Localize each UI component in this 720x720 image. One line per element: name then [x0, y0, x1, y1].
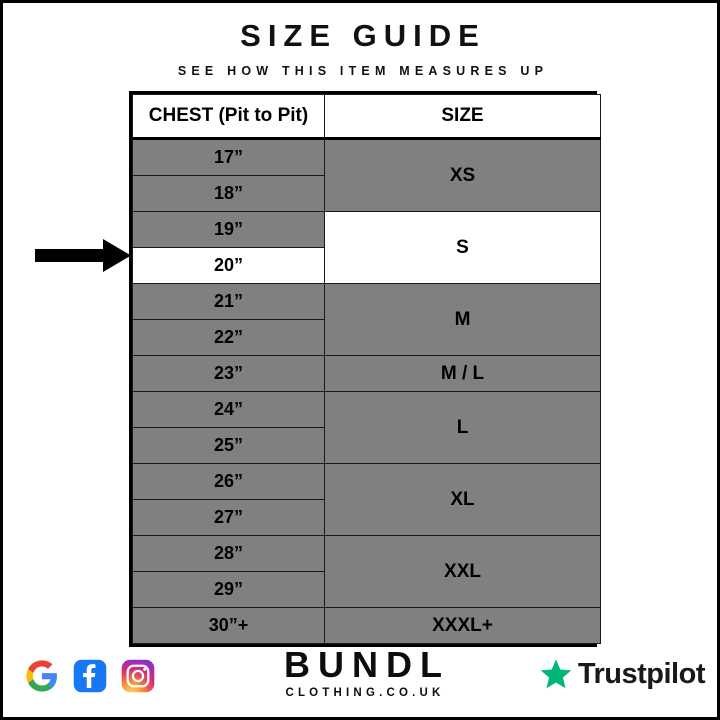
- table-header-row: CHEST (Pit to Pit) SIZE: [132, 94, 601, 140]
- table-row: 30”+ XXXL+: [132, 607, 601, 644]
- google-icon[interactable]: [25, 659, 59, 693]
- chest-cell: 30”+: [132, 607, 325, 644]
- size-cell: M / L: [324, 355, 601, 392]
- facebook-icon[interactable]: [73, 659, 107, 693]
- size-table-wrapper: CHEST (Pit to Pit) SIZE 17” XS 18” 19” S 20” 2…: [129, 91, 601, 647]
- chest-cell: 29”: [132, 571, 325, 608]
- trustpilot-star-icon: [540, 659, 572, 689]
- table-row: 26” XL: [132, 463, 601, 536]
- chest-cell: 20”: [132, 247, 325, 284]
- chest-cell: 26”: [132, 463, 325, 500]
- table-row: 29”: [132, 571, 601, 608]
- table-row: 24” L: [132, 391, 601, 464]
- size-cell: M: [324, 283, 601, 356]
- size-cell: XXXL+: [324, 607, 601, 644]
- chest-cell: 28”: [132, 535, 325, 572]
- column-header-chest: CHEST (Pit to Pit): [132, 94, 325, 140]
- table-row: 25”: [132, 427, 601, 464]
- size-table: CHEST (Pit to Pit) SIZE 17” XS 18” 19” S 20” 2…: [132, 94, 601, 644]
- table-row: 28” XXL: [132, 535, 601, 608]
- table-row: 27”: [132, 499, 601, 536]
- column-header-size: SIZE: [324, 94, 601, 140]
- header: SIZE GUIDE SEE HOW THIS ITEM MEASURES UP: [3, 17, 717, 79]
- chest-cell: 24”: [132, 391, 325, 428]
- page-subtitle: SEE HOW THIS ITEM MEASURES UP: [177, 64, 549, 78]
- instagram-icon[interactable]: [121, 659, 155, 693]
- trustpilot-badge[interactable]: Trustpilot: [539, 657, 706, 691]
- size-cell: S: [324, 211, 601, 284]
- size-cell: XXL: [324, 535, 601, 608]
- row-indicator-arrow: [35, 239, 131, 272]
- chest-cell: 19”: [132, 211, 325, 248]
- size-cell: XS: [324, 138, 601, 212]
- chest-cell: 17”: [132, 138, 325, 176]
- chest-cell: 23”: [132, 355, 325, 392]
- chest-cell: 22”: [132, 319, 325, 356]
- table-body: 17” XS 18” 19” S 20” 21” M 22” 23” M / L 24” L 25” 26”…: [132, 138, 601, 644]
- right-arrow-icon: [35, 239, 131, 272]
- chest-cell: 18”: [132, 175, 325, 212]
- table-row: 19” S: [132, 211, 601, 284]
- table-row: 21” M: [132, 283, 601, 356]
- size-cell: L: [324, 391, 601, 464]
- table-row: 23” M / L: [132, 355, 601, 392]
- table-row: 20”: [132, 247, 601, 284]
- table-row: 18”: [132, 175, 601, 212]
- size-cell: XL: [324, 463, 601, 536]
- footer: BUNDL CLOTHING.CO.UK Trustpilot: [3, 637, 717, 717]
- table-row: 17” XS: [132, 138, 601, 212]
- trustpilot-wordmark: Trustpilot: [577, 658, 706, 690]
- chest-cell: 25”: [132, 427, 325, 464]
- chest-cell: 27”: [132, 499, 325, 536]
- page-title: SIZE GUIDE: [240, 18, 486, 53]
- chest-cell: 21”: [132, 283, 325, 320]
- social-links: [25, 659, 155, 693]
